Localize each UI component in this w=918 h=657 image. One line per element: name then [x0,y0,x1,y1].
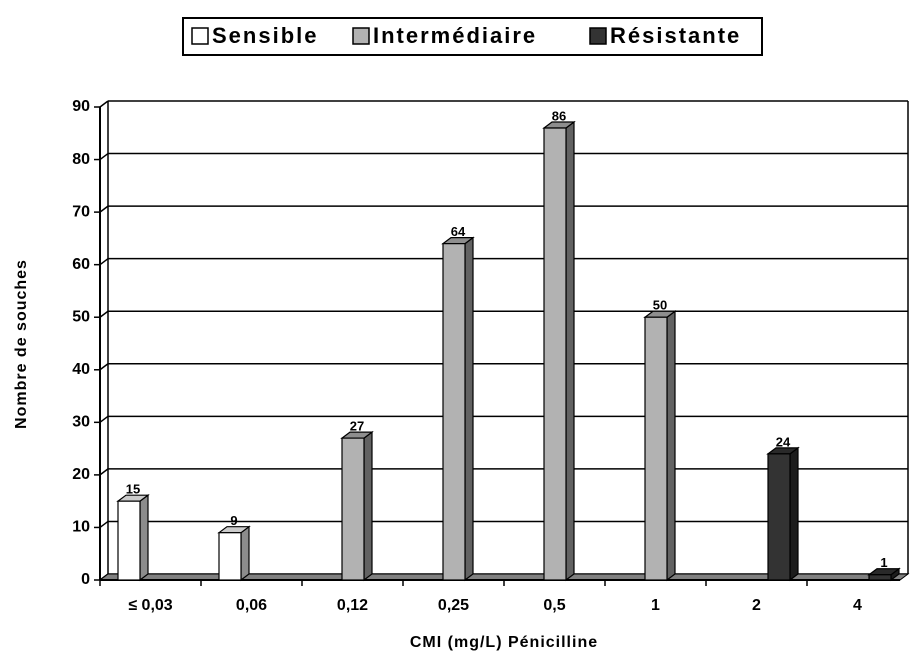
y-tick-label: 30 [72,414,90,431]
x-tick-label: 0,12 [337,597,368,614]
x-tick-label: ≤ 0,03 [128,597,172,614]
value-label: 9 [230,513,237,528]
value-label: 24 [776,434,791,449]
y-tick-label: 0 [81,571,90,588]
y-tick-label: 40 [72,361,90,378]
y-tick-label: 50 [72,308,90,325]
depth-line [99,520,109,529]
bar-front [868,574,892,581]
depth-line [99,363,109,371]
bar-front [442,243,466,581]
bar [217,525,251,582]
x-axis-title: CMI (mg/L) Pénicilline [410,634,598,651]
legend-frame [182,17,763,56]
depth-line [99,205,109,213]
y-tick-label: 60 [72,256,90,273]
legend-label: Résistante [610,23,741,48]
legend: Sensible Intermédiaire Résistante [191,23,741,48]
y-axis-title: Nombre de souches [13,259,30,429]
bar-side [139,493,149,582]
bar [867,567,901,582]
legend-swatch [352,27,370,45]
depth-line [99,468,109,476]
y-tick-label: 80 [72,151,90,168]
x-tick-label: 0,25 [438,597,469,614]
x-tick-label: 1 [651,597,660,614]
bar [643,310,677,582]
bar-side [240,525,250,582]
value-label: 50 [653,298,667,313]
bar-front [644,316,668,581]
bar [441,236,475,582]
y-tick-label: 10 [72,519,90,536]
depth-line [99,258,109,266]
bar-side [464,236,474,582]
bar-side [789,446,799,582]
bar-front [117,500,141,581]
bar-side [666,310,676,582]
depth-line [99,100,109,108]
bar [542,120,576,582]
bar [116,493,150,582]
bar [340,430,374,582]
bar-front [218,532,242,581]
depth-line [99,152,109,161]
depth-line [99,310,109,318]
x-tick-label: 4 [853,597,862,614]
value-label: 1 [880,555,887,570]
bar-front [767,453,791,581]
legend-label: Sensible [212,23,318,48]
bar-side [363,430,373,582]
x-tick-label: 0,5 [543,597,565,614]
legend-label: Intermédiaire [373,23,537,48]
bar-front [543,127,567,581]
depth-line [99,415,109,423]
value-label: 64 [451,224,466,239]
value-label: 86 [552,108,566,123]
y-tick-label: 90 [72,98,90,115]
legend-swatch [191,27,209,45]
value-label: 27 [350,419,364,434]
y-tick-label: 70 [72,203,90,220]
value-label: 15 [126,482,140,497]
x-tick-label: 0,06 [236,597,267,614]
bar-side [565,120,575,582]
y-tick-label: 20 [72,466,90,483]
bar-front [341,437,365,581]
legend-swatch [589,27,607,45]
x-tick-label: 2 [752,597,761,614]
bar [766,446,800,582]
